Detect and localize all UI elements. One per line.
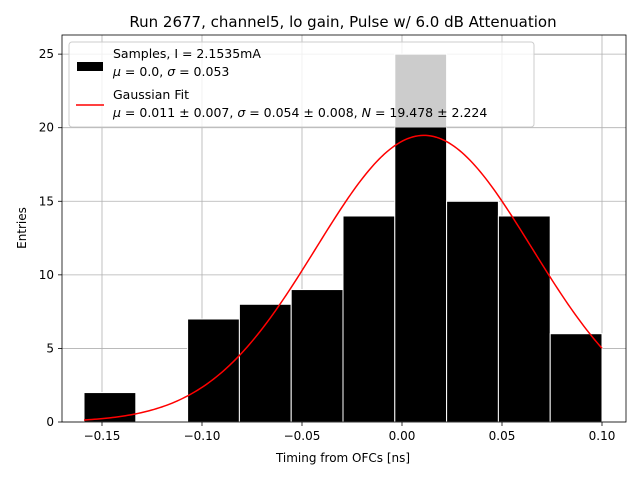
legend-samples-mu-value: = 0.0, [121,64,167,79]
y-tick-label: 0 [46,415,54,429]
histogram-bar [497,215,551,423]
legend-samples-mu-symbol: μ [112,64,121,79]
x-tick-label: −0.10 [184,429,221,443]
legend-samples-sigma-symbol: σ [167,64,176,79]
histogram-bar [446,200,499,423]
y-tick-label: 5 [46,341,54,355]
x-tick-label: −0.05 [284,429,321,443]
legend-samples-line1: Samples, I = 2.1535mA [113,46,261,61]
x-axis-label: Timing from OFCs [ns] [275,451,410,465]
legend-fit-n-symbol: N [362,105,372,120]
y-tick-label: 10 [39,268,54,282]
histogram-bar [290,289,344,423]
chart-title: Run 2677, channel5, lo gain, Pulse w/ 6.… [129,13,556,31]
legend-samples-line2: μ = 0.0, σ = 0.053 [112,64,229,79]
legend-fit-mu-value: = 0.011 ± 0.007, [121,105,237,120]
y-tick-label: 20 [39,121,54,135]
x-tick-label: 0.10 [589,429,616,443]
legend-fit-mu-symbol: μ [112,105,121,120]
histogram-bar [238,303,292,423]
axes-frame [61,34,627,423]
x-tick-label: 0.00 [389,429,416,443]
x-tick-label: −0.15 [84,429,121,443]
legend-fit-sigma-symbol: σ [237,105,246,120]
legend-fit-line2: μ = 0.011 ± 0.007, σ = 0.054 ± 0.008, N … [112,105,487,120]
y-tick-label: 15 [39,194,54,208]
legend-samples-sigma-value: = 0.053 [175,64,229,79]
legend: Samples, I = 2.1535mA μ = 0.0, σ = 0.053… [68,41,535,128]
y-tick-label: 25 [39,47,54,61]
legend-swatch-samples [77,62,103,71]
x-tick-label: 0.05 [489,429,516,443]
y-axis-label: Entries [15,207,29,249]
legend-fit-n-value: = 19.478 ± 2.224 [371,105,487,120]
gaussian-fit-line [83,134,603,421]
legend-frame [68,41,535,128]
histogram-bar [549,333,603,423]
histogram-bar [342,215,396,423]
legend-fit-line1: Gaussian Fit [113,87,189,102]
legend-fit-sigma-value: = 0.054 ± 0.008, [245,105,361,120]
histogram-bar [187,318,240,423]
